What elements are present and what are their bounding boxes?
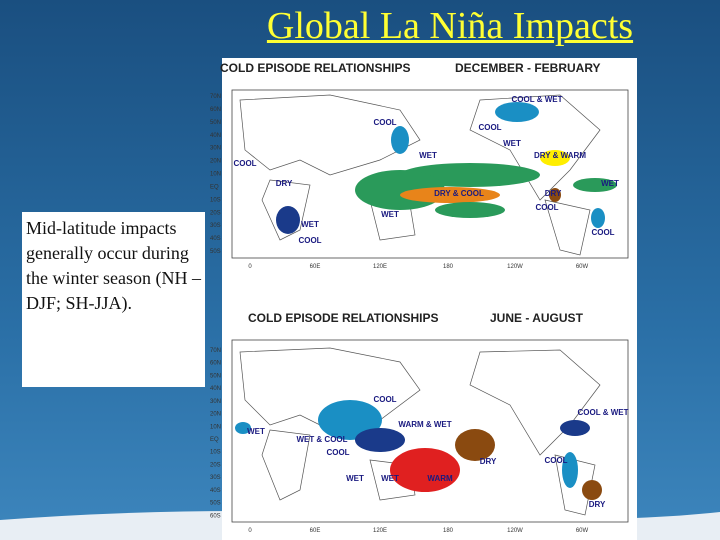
lat-label: 20S: [210, 462, 221, 468]
region-label: WET: [601, 179, 619, 188]
map-heading: COLD EPISODE RELATIONSHIPS: [220, 61, 410, 75]
lat-label: 10N: [210, 424, 221, 430]
region-label: WET: [301, 220, 319, 229]
map-period: DECEMBER - FEBRUARY: [455, 61, 601, 75]
region-label: COOL: [373, 118, 396, 127]
region-label: COOL: [298, 236, 321, 245]
region-label: DRY: [480, 457, 497, 466]
lat-label: EQ: [210, 184, 219, 190]
region-label: WET: [419, 151, 437, 160]
lat-label: 40S: [210, 236, 221, 242]
lat-label: 50N: [210, 373, 221, 379]
lat-label: 60N: [210, 361, 221, 367]
region-label: WET: [381, 210, 399, 219]
region-label: DRY: [276, 179, 293, 188]
region-label: DRY: [545, 189, 562, 198]
lat-label: 30S: [210, 475, 221, 481]
region-label: DRY: [589, 500, 606, 509]
lat-label: 40N: [210, 386, 221, 392]
lat-label: 20S: [210, 210, 221, 216]
lat-label: 30N: [210, 146, 221, 152]
body-text: Mid-latitude impacts generally occur dur…: [22, 212, 205, 387]
region-label: COOL: [373, 395, 396, 404]
region-label: DRY & WARM: [534, 151, 586, 160]
lon-label: 180: [443, 528, 454, 534]
lat-label: 40N: [210, 133, 221, 139]
map-bottom: [231, 339, 629, 523]
lon-label: 180: [443, 264, 454, 270]
map-period: JUNE - AUGUST: [490, 311, 584, 325]
lat-label: 50S: [210, 501, 221, 507]
region-label: COOL & WET: [578, 408, 629, 417]
slide-title: Global La Niña Impacts: [266, 5, 634, 47]
lat-label: EQ: [210, 437, 219, 443]
region-label: COOL & WET: [512, 95, 563, 104]
region-label: COOL: [478, 123, 501, 132]
lon-label: 120W: [507, 528, 523, 534]
lon-label: 0: [248, 528, 252, 534]
lat-label: 10S: [210, 450, 221, 456]
lat-label: 70N: [210, 94, 221, 100]
region-label: WET: [247, 427, 265, 436]
lat-label: 50N: [210, 120, 221, 126]
lat-label: 20N: [210, 159, 221, 165]
region-label: COOL: [535, 203, 558, 212]
region-label: COOL: [544, 456, 567, 465]
lat-label: 70N: [210, 348, 221, 354]
lat-label: 50S: [210, 249, 221, 255]
lat-label: 10N: [210, 172, 221, 178]
region-label: WET: [503, 139, 521, 148]
region-label: COOL: [591, 228, 614, 237]
lon-label: 60E: [310, 528, 321, 534]
region-label: WET & COOL: [296, 435, 347, 444]
lat-label: 30N: [210, 399, 221, 405]
lat-label: 40S: [210, 488, 221, 494]
region-label: COOL: [326, 448, 349, 457]
lat-label: 60N: [210, 107, 221, 113]
lon-label: 120E: [373, 264, 387, 270]
lat-label: 30S: [210, 223, 221, 229]
region-label: WARM: [427, 474, 453, 483]
region-label: WET: [381, 474, 399, 483]
region-label: WARM & WET: [398, 420, 451, 429]
lat-label: 20N: [210, 412, 221, 418]
lon-label: 120E: [373, 528, 387, 534]
lat-label: 60S: [210, 513, 221, 519]
lon-label: 0: [248, 264, 252, 270]
lon-label: 60W: [576, 528, 589, 534]
lon-label: 60E: [310, 264, 321, 270]
lon-label: 60W: [576, 264, 589, 270]
lat-label: 10S: [210, 197, 221, 203]
region-label: DRY & COOL: [434, 189, 484, 198]
lon-label: 120W: [507, 264, 523, 270]
map-top: [231, 89, 629, 259]
region-label: WET: [346, 474, 364, 483]
map-heading: COLD EPISODE RELATIONSHIPS: [248, 311, 438, 325]
region-label: COOL: [233, 159, 256, 168]
